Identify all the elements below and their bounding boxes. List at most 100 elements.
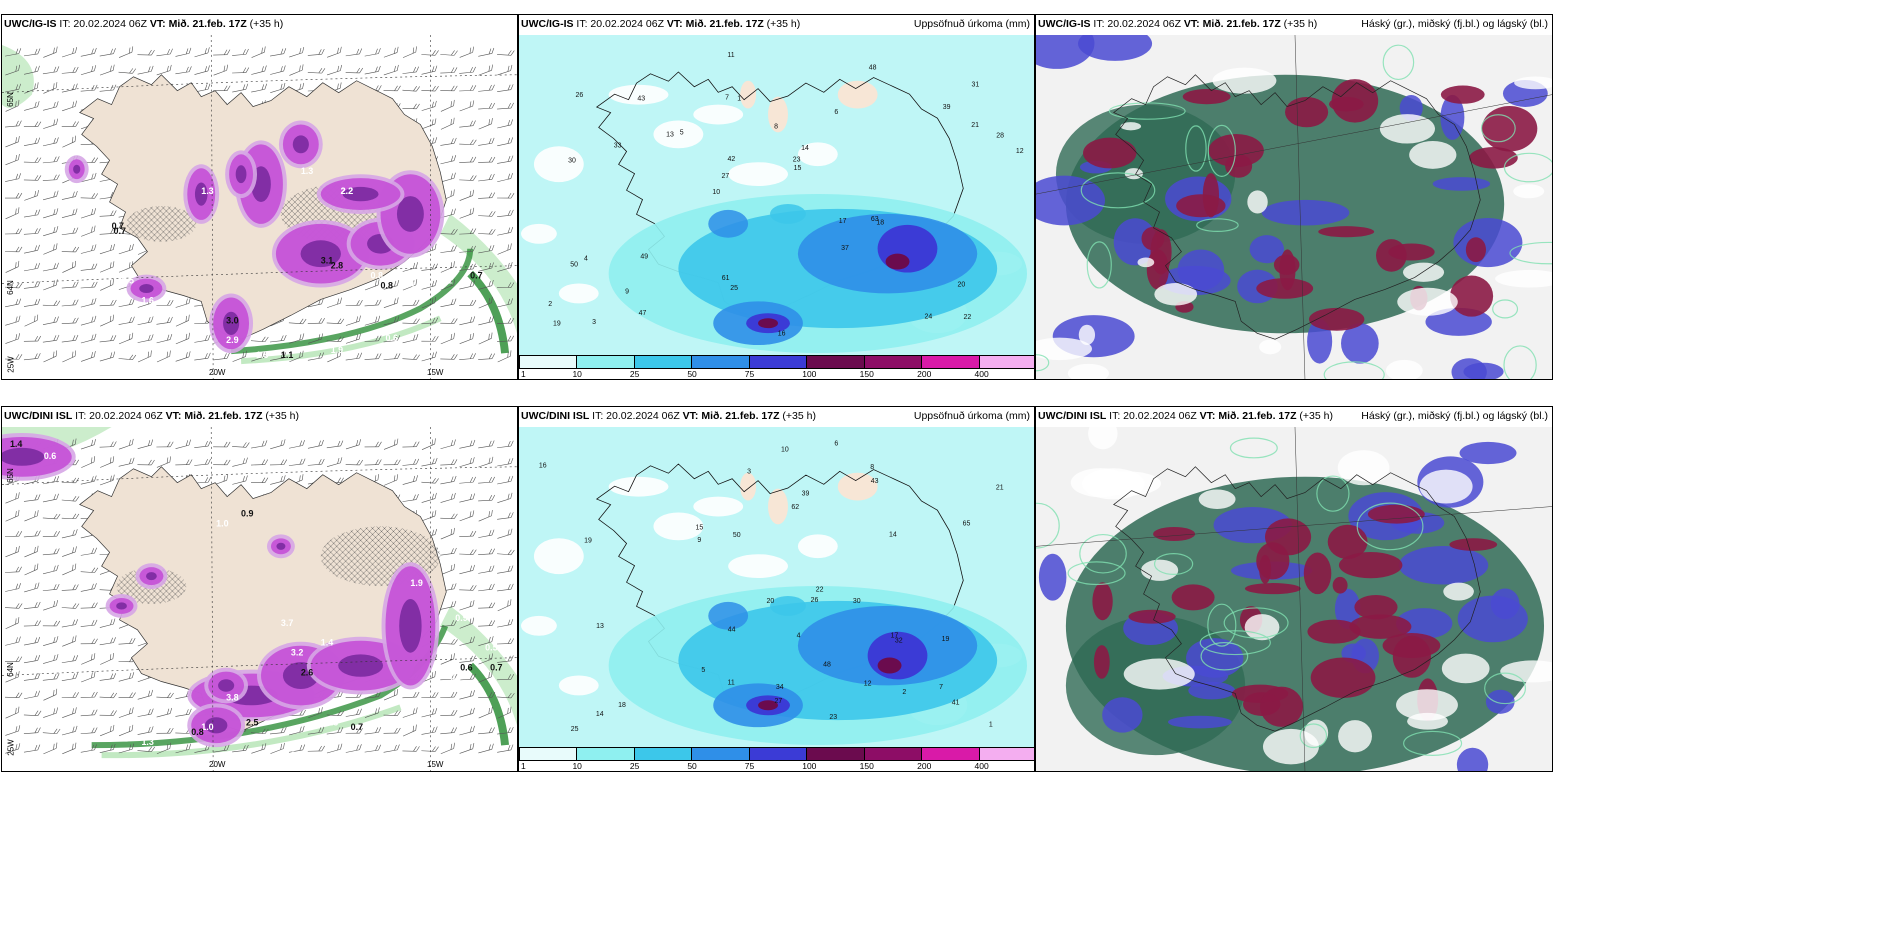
- station-value: 20: [766, 598, 774, 605]
- wind-speed-shading: [2, 44, 517, 365]
- station-value: 8: [870, 464, 874, 471]
- station-value: 24: [924, 314, 932, 321]
- precip-value-label: 0.7: [450, 673, 462, 683]
- station-value: 8: [774, 124, 778, 131]
- colorbar-swatch: [576, 355, 635, 369]
- station-value: 17: [839, 218, 847, 225]
- cloud-layers: [1036, 427, 1552, 771]
- colorbar: 1 10 25 50 75 100 150 200 400: [519, 747, 1034, 771]
- station-value: 34: [776, 684, 784, 691]
- colorbar-swatch: [633, 355, 693, 369]
- precip-shading: [2, 432, 440, 748]
- panel-field-label: Uppsöfnuð úrkoma (mm): [913, 410, 1030, 422]
- station-value: 11: [727, 52, 734, 59]
- colorbar-label: 10: [572, 369, 582, 379]
- panel-precip-wind-bottom: UWC/DINI ISL IT: 20.02.2024 06Z VT: Mið.…: [1, 406, 518, 772]
- station-value: 23: [793, 157, 801, 164]
- colorbar-swatch: [978, 747, 1034, 761]
- station-value: 5: [680, 129, 684, 136]
- station-value: 19: [584, 538, 592, 545]
- colorbar-label: 50: [687, 761, 697, 771]
- precip-value-label: 0.5: [326, 717, 338, 727]
- precip-value-label: 0.7: [112, 221, 124, 231]
- colorbar-label: 200: [917, 761, 932, 771]
- station-value: 10: [781, 447, 789, 454]
- precip-value-label: 1.9: [331, 345, 343, 355]
- station-value: 9: [625, 289, 629, 296]
- precip-value-label: 0.6: [386, 333, 398, 343]
- station-values: 2230311063784529114182611121721276142434…: [548, 52, 1024, 337]
- colorbar-label: 400: [974, 761, 989, 771]
- cloud-cover-map[interactable]: [1036, 427, 1552, 771]
- panel-title: UWC/DINI ISL IT: 20.02.2024 06Z VT: Mið.…: [521, 410, 816, 422]
- colorbar-swatch: [691, 747, 750, 761]
- colorbar-swatch: [921, 355, 980, 369]
- precip-wind-map[interactable]: 1.4 0.6 1.0 0.9 3.7 3.2 2.6 1.4 3.8 2.5 1.3 1.0 0.8 0…: [2, 427, 517, 771]
- precip-value-label: 1.5: [256, 350, 268, 360]
- precip-value-label: 3.8: [226, 692, 238, 702]
- station-value: 63: [871, 216, 879, 223]
- precip-value-label: 0.6: [460, 663, 472, 673]
- colorbar-label: 50: [687, 369, 697, 379]
- cloud-cover-map[interactable]: [1036, 35, 1552, 379]
- station-value: 31: [972, 81, 980, 88]
- station-values: 1419224367825191110121517132021161827303…: [539, 440, 1004, 733]
- lat-label-top: 65N: [5, 92, 15, 107]
- station-value: 12: [1016, 148, 1024, 155]
- colorbar-swatch: [748, 747, 808, 761]
- station-value: 39: [802, 491, 810, 498]
- cloud-layers: [1036, 35, 1552, 379]
- station-value: 16: [778, 330, 786, 337]
- panel-field-label: Háský (gr.), miðský (fj.bl.) og lágský (…: [1361, 18, 1548, 30]
- precip-value-label: 0.5: [485, 643, 497, 653]
- accum-precip-map[interactable]: 22 30 31 10 6 3 7 8 4 5 2 9 1 14 18 26 11 12 17 21 27 61 42 43 4…: [519, 35, 1034, 355]
- panel-field-label: Háský (gr.), miðský (fj.bl.) og lágský (…: [1361, 410, 1548, 422]
- precip-value-label: 2.2: [341, 186, 353, 196]
- precip-value-label: 2.2: [341, 186, 353, 196]
- panel-clouds-top: UWC/IG-IS IT: 20.02.2024 06Z VT: Mið. 21…: [1035, 14, 1553, 380]
- station-value: 7: [939, 684, 943, 691]
- colorbar-label: 75: [744, 369, 755, 379]
- station-value: 37: [841, 245, 849, 252]
- station-value: 7: [725, 94, 729, 101]
- precip-value-label: 0.6: [44, 451, 56, 461]
- precip-value-label: 3.4: [291, 750, 303, 760]
- colorbar-swatch: [863, 747, 923, 761]
- station-value: 25: [571, 726, 579, 733]
- accum-shading: [608, 194, 1028, 354]
- colorbar-swatch: [806, 747, 865, 761]
- graticule: [2, 427, 517, 771]
- station-value: 50: [733, 532, 741, 539]
- colorbar-label: 25: [629, 369, 640, 379]
- colorbar-label: 1: [521, 369, 526, 379]
- colorbar-swatch: [748, 355, 808, 369]
- precip-wind-map[interactable]: 0.7 0.5 1.6 3.0 2.9 1.3 2.8 2.2 1.1 0.8 1.2 0.9 0.7 0…: [2, 35, 517, 379]
- colorbar-label: 1: [521, 761, 526, 771]
- precip-value-label: 1.4: [10, 439, 22, 449]
- colorbar-swatch: [921, 747, 980, 761]
- station-value: 33: [614, 142, 622, 149]
- precip-value-label: 1.4: [321, 638, 333, 648]
- precip-value-label: 0.9: [430, 305, 442, 315]
- precip-value-label: 0.8: [371, 271, 383, 281]
- station-value: 42: [728, 156, 736, 163]
- station-value: 41: [952, 699, 960, 706]
- station-value: 4: [584, 255, 588, 262]
- station-value: 43: [637, 96, 645, 103]
- colorbar-label: 200: [917, 369, 932, 379]
- station-value: 20: [958, 282, 966, 289]
- accum-precip-map[interactable]: 14 19 22 4 3 6 7 8 2 5 1 9 11 10 12 15 17 13 20 21 16 18 27 30 3…: [519, 427, 1034, 747]
- station-value: 23: [829, 714, 837, 721]
- panel-title: UWC/DINI ISL IT: 20.02.2024 06Z VT: Mið.…: [1038, 410, 1333, 422]
- precip-value-label: 3.0: [226, 315, 238, 325]
- lat-label-mid: 64N: [5, 662, 15, 677]
- station-value: 43: [871, 478, 879, 485]
- coastline: [1036, 35, 1552, 379]
- station-value: 39: [943, 104, 951, 111]
- station-value: 21: [996, 484, 1004, 491]
- station-value: 9: [697, 537, 701, 544]
- station-value: 30: [568, 157, 576, 164]
- station-value: 13: [596, 623, 604, 630]
- precip-value-label: 2.8: [331, 261, 343, 271]
- station-value: 2: [548, 301, 552, 308]
